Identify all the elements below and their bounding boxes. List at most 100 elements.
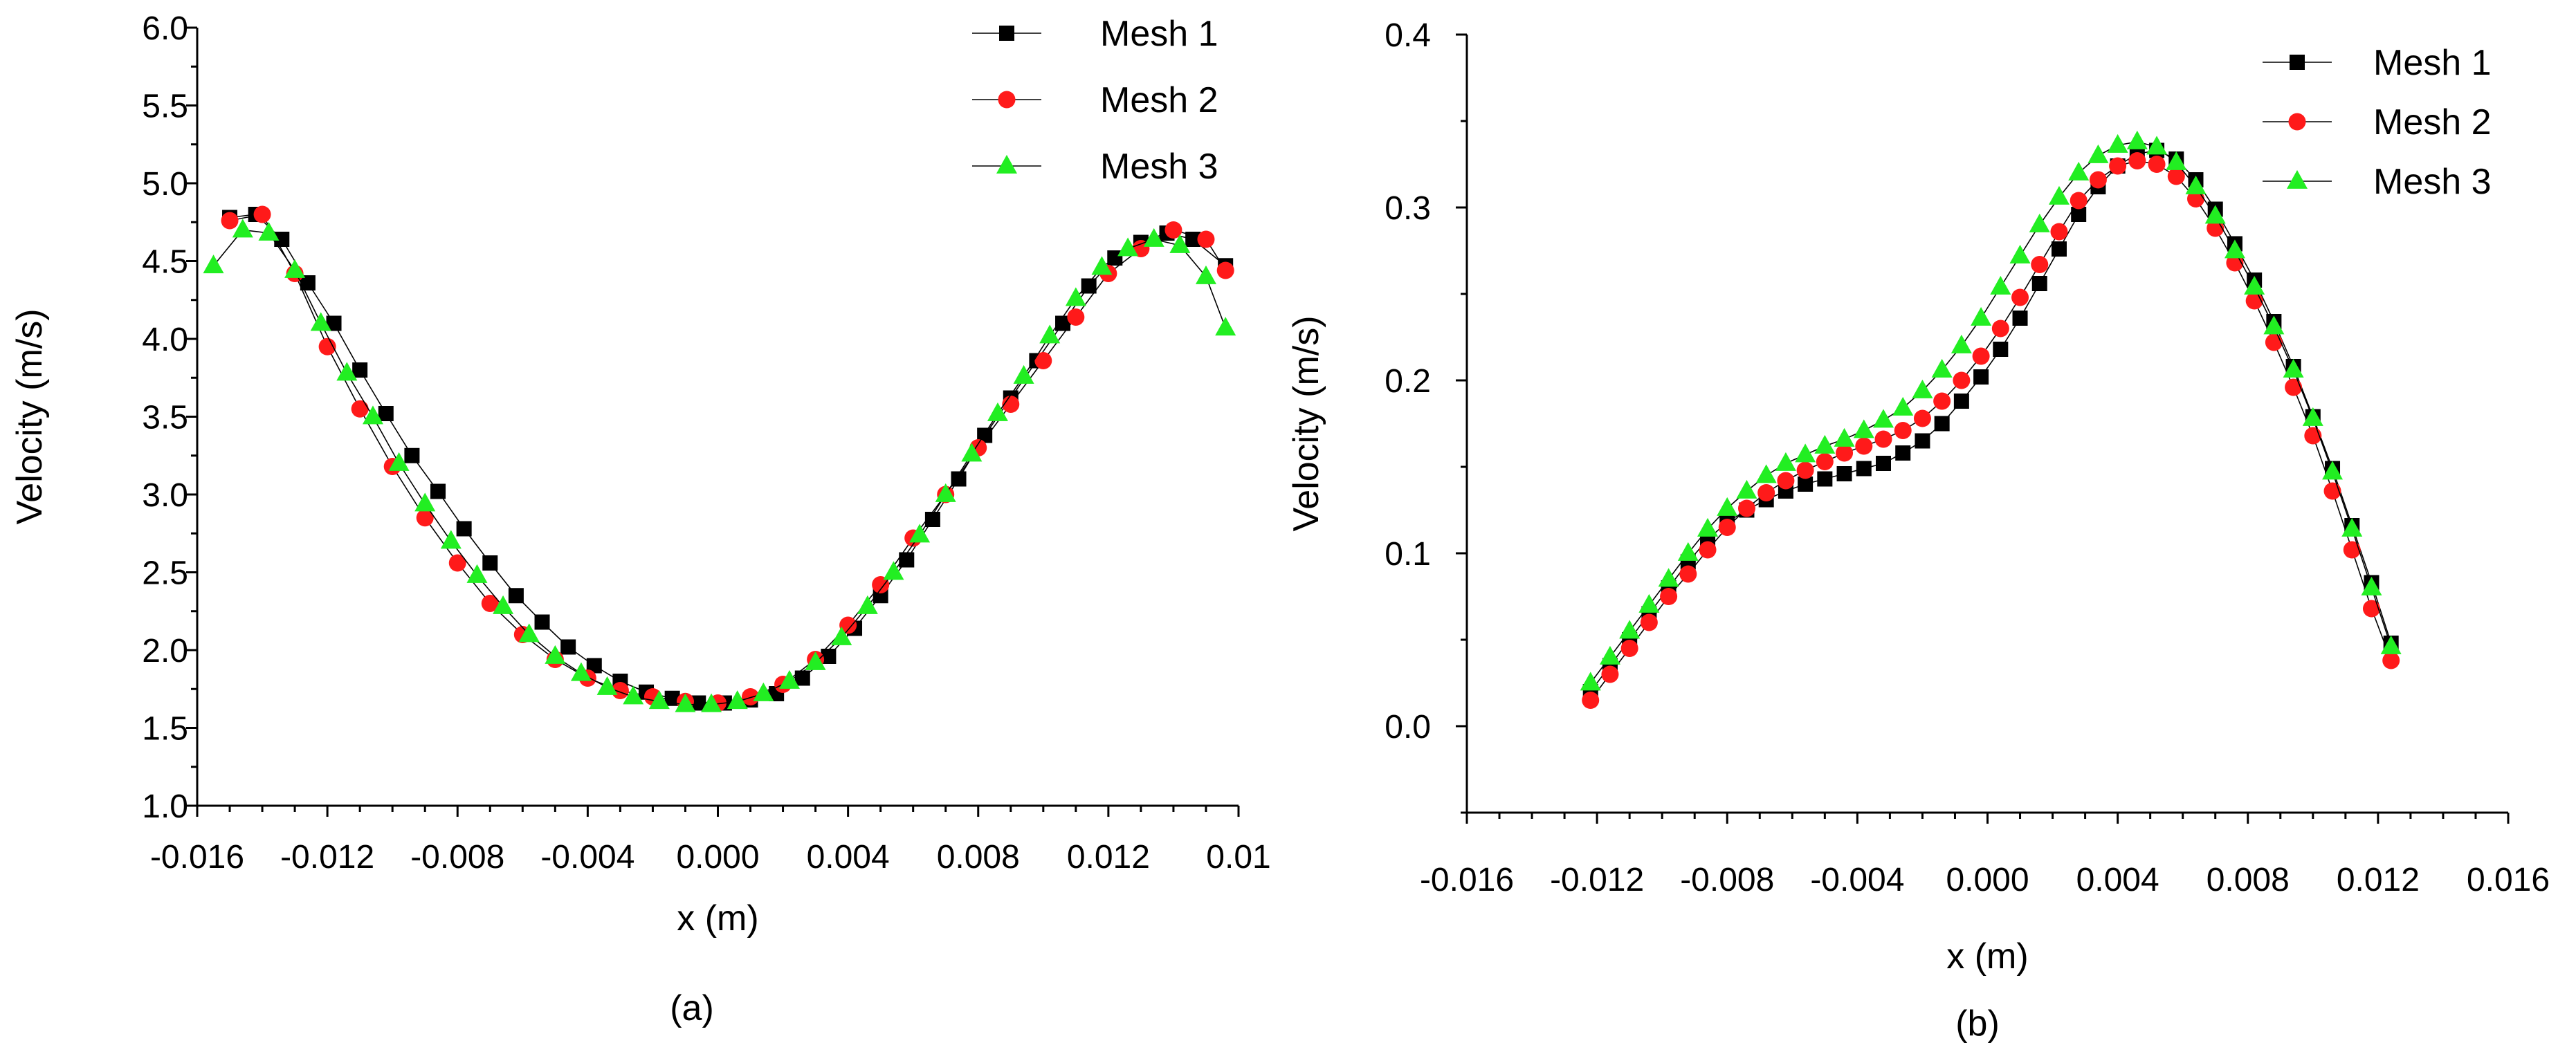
data-point (987, 402, 1008, 421)
legend: Mesh 1 Mesh 2 Mesh 3 (972, 14, 1218, 187)
data-point (2224, 239, 2245, 259)
series-line (212, 229, 1226, 705)
data-point (1717, 497, 1738, 516)
data-point (1798, 477, 1814, 492)
data-point (362, 405, 383, 425)
data-point (2146, 136, 2168, 155)
data-point (466, 564, 488, 583)
data-point (1834, 427, 1855, 447)
data-point (1933, 392, 1951, 410)
series-line (1590, 149, 2392, 692)
data-point (935, 483, 956, 502)
data-point (2323, 482, 2341, 500)
chart-panel-a: -0.016 -0.012 -0.008 -0.004 0.000 0.004 0.008 0… (10, 10, 1271, 1028)
data-point (1039, 324, 1061, 344)
data-point (456, 521, 472, 537)
data-point (1777, 472, 1795, 490)
data-point (1599, 645, 1620, 665)
legend-entry: Mesh 1 (972, 14, 1218, 54)
data-point (1817, 471, 1833, 487)
series-line (1590, 160, 2392, 701)
data-point (1836, 444, 1854, 462)
data-point (586, 658, 602, 674)
data-point (2263, 315, 2285, 335)
series-mesh-3 (1580, 130, 2402, 691)
data-point (1002, 396, 1020, 413)
y-tick-label: 0.3 (1385, 190, 1431, 227)
data-point (221, 212, 239, 230)
data-point (839, 616, 857, 634)
data-point (1873, 409, 1894, 428)
data-point (1971, 306, 1992, 326)
y-tick-label: 5.0 (142, 166, 188, 203)
x-tick-label: 0.008 (937, 839, 1020, 876)
data-point (2244, 275, 2265, 295)
data-point (1953, 371, 1971, 389)
data-point (2382, 651, 2400, 669)
data-point (753, 682, 774, 701)
data-point (1216, 261, 1234, 279)
data-point (1195, 265, 1216, 284)
legend-label: Mesh 1 (2373, 43, 2492, 83)
data-point (2302, 407, 2323, 426)
data-point (883, 561, 904, 580)
data-point (518, 623, 540, 642)
data-point (352, 362, 368, 378)
data-point (430, 483, 446, 499)
data-point (378, 406, 394, 421)
legend-label: Mesh 3 (2373, 162, 2492, 202)
data-point (2029, 213, 2050, 232)
data-point (2343, 541, 2361, 559)
y-tick-label: 1.5 (142, 711, 188, 748)
data-point (648, 690, 670, 710)
data-point (1638, 593, 1660, 613)
panel-label: (b) (1955, 1004, 2000, 1044)
data-point (2283, 358, 2304, 378)
y-tick-label: 3.0 (142, 477, 188, 514)
series-mesh-1 (1582, 142, 2399, 699)
data-point (2107, 133, 2128, 153)
data-point (701, 693, 722, 712)
legend-entry: Mesh 1 (2263, 43, 2492, 83)
data-point (336, 362, 358, 381)
y-tick-label: 3.5 (142, 400, 188, 436)
data-point (1580, 672, 1601, 691)
y-tick-label: 2.5 (142, 555, 188, 592)
data-point (416, 509, 434, 527)
legend-entry: Mesh 3 (2263, 162, 2492, 202)
data-point (1164, 221, 1182, 239)
y-tick-label: 4.5 (142, 244, 188, 281)
data-point (1876, 456, 1891, 471)
legend-marker-triangle-icon (996, 154, 1017, 174)
data-point (1912, 379, 1933, 398)
data-point (2126, 130, 2148, 149)
data-point (1677, 542, 1699, 561)
x-tick-label: -0.008 (1680, 862, 1774, 898)
data-point (1934, 416, 1950, 432)
data-point (1856, 461, 1872, 477)
data-point (951, 471, 967, 487)
data-point (404, 447, 420, 463)
data-point (2089, 171, 2107, 189)
data-point (2341, 517, 2363, 537)
data-point (778, 669, 800, 689)
data-point (2031, 256, 2049, 273)
legend-entry: Mesh 2 (2263, 102, 2492, 142)
data-point (2128, 152, 2146, 169)
x-tick-label: 0.004 (807, 839, 890, 876)
data-point (1679, 565, 1697, 583)
data-point (232, 219, 253, 238)
data-point (1055, 315, 1071, 331)
data-point (1736, 479, 1757, 499)
data-point (857, 595, 878, 614)
data-point (1855, 437, 1873, 455)
data-point (961, 443, 983, 462)
data-point (1991, 320, 2009, 338)
data-point (1951, 334, 1972, 353)
data-point (284, 259, 306, 278)
data-point (1973, 369, 1989, 385)
y-tick-label: 0.1 (1385, 536, 1431, 573)
data-point (1990, 275, 2011, 295)
data-point (1755, 464, 1777, 483)
legend-label: Mesh 2 (1100, 80, 1218, 120)
